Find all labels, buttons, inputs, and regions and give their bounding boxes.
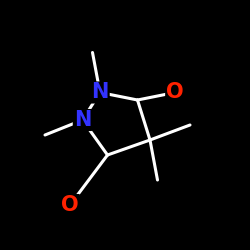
Text: N: N	[74, 110, 91, 130]
Text: O: O	[166, 82, 184, 102]
Text: N: N	[91, 82, 109, 102]
Text: O: O	[61, 195, 79, 215]
